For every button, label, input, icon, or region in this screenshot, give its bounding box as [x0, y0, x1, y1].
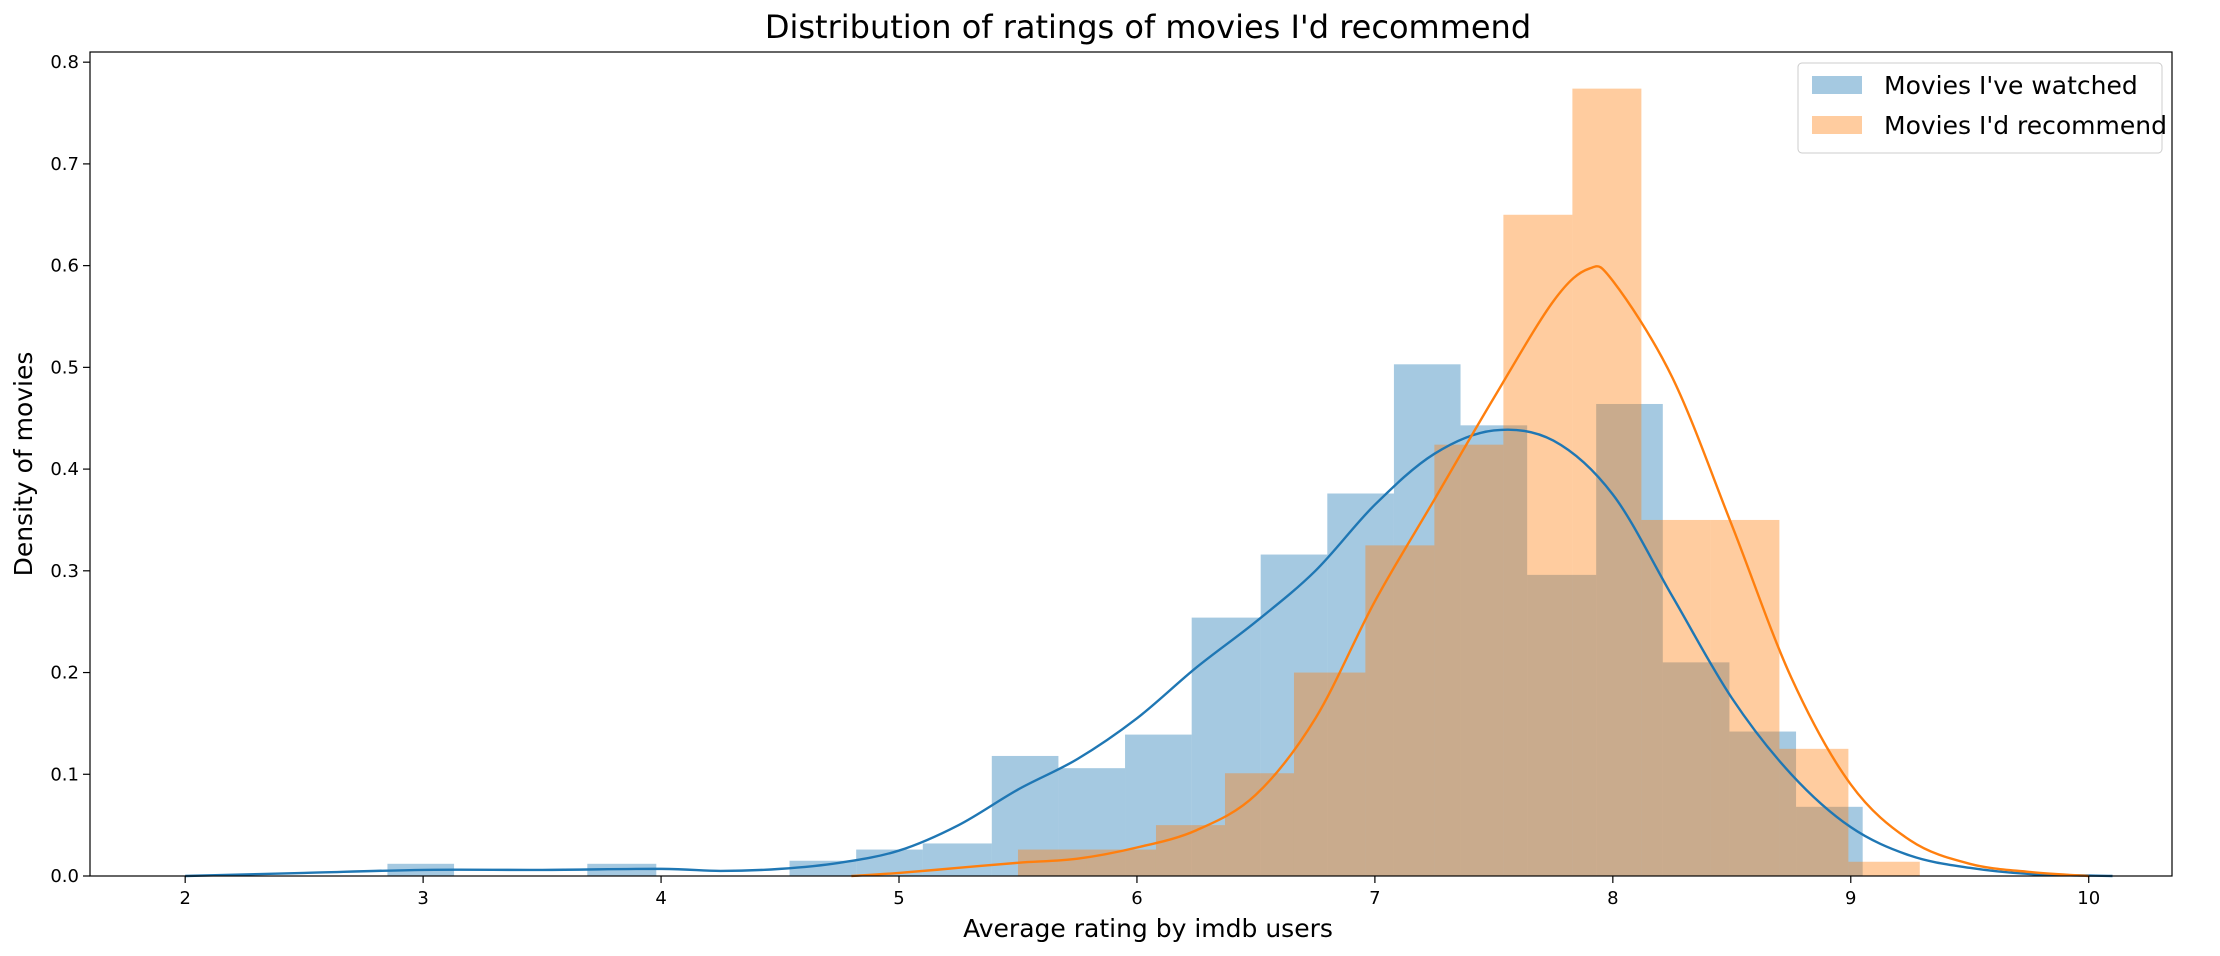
x-tick-label: 4: [655, 888, 666, 909]
histogram-bar-recommend-3: [1224, 773, 1294, 876]
histogram-bar-watched-19: [1460, 425, 1528, 876]
histogram-bar-watched-20: [1527, 574, 1597, 876]
kde-line-recommend: [851, 265, 2089, 878]
y-tick-label: 0.4: [50, 459, 79, 480]
y-tick-label: 0.3: [50, 561, 79, 582]
x-tick-label: 2: [179, 888, 190, 909]
histogram-bar-recommend-1: [1086, 849, 1156, 876]
histogram-bar-recommend-4: [1293, 672, 1366, 876]
legend: Movies I've watched Movies I'd recommend: [1797, 62, 2167, 154]
x-tick-label: 8: [1607, 888, 1618, 909]
y-axis-ticks: 0.0 0.1 0.2 0.3 0.4 0.5 0.6 0.7 0.8: [50, 52, 90, 887]
x-axis-ticks: 2 3 4 5 6 7 8 9 10: [179, 876, 2100, 909]
y-tick-label: 0.7: [50, 154, 79, 175]
y-tick-label: 0.5: [50, 357, 79, 378]
histogram-bar-watched-13: [1058, 768, 1126, 876]
y-tick-label: 0.2: [50, 663, 79, 684]
y-tick-label: 0.0: [50, 866, 79, 887]
y-axis-label: Density of movies: [9, 352, 38, 577]
histogram-bar-watched-24: [1796, 806, 1863, 876]
histogram-bar-recommend-5: [1365, 545, 1435, 876]
x-tick-label: 9: [1845, 888, 1856, 909]
y-tick-label: 0.1: [50, 764, 79, 785]
kde-curves: [185, 265, 2113, 878]
histogram-bar-recommend-6: [1434, 444, 1504, 876]
legend-label-watched: Movies I've watched: [1884, 71, 2138, 100]
histogram-bar-watched-14: [1125, 734, 1192, 876]
histogram-bar-recommend-9: [1641, 519, 1711, 876]
histogram-bar-watched-21: [1596, 403, 1663, 876]
histogram-bar-watched-22: [1662, 662, 1730, 876]
y-tick-label: 0.8: [50, 52, 79, 73]
x-tick-label: 6: [1131, 888, 1142, 909]
x-tick-label: 3: [417, 888, 428, 909]
histogram-bars: [387, 88, 1920, 877]
plot-frame: [89, 51, 2173, 877]
y-tick-label: 0.6: [50, 256, 79, 277]
x-axis-label: Average rating by imdb users: [963, 914, 1333, 943]
histogram-bar-recommend-7: [1503, 214, 1573, 876]
chart-title: Distribution of ratings of movies I'd re…: [765, 8, 1531, 46]
histogram-bar-recommend-12: [1848, 861, 1920, 876]
legend-swatch-recommend: [1812, 116, 1862, 134]
legend-box: [1797, 62, 2163, 154]
x-tick-label: 5: [893, 888, 904, 909]
kde-line-watched: [185, 428, 2113, 878]
histogram-bar-watched-9: [789, 860, 857, 876]
legend-label-recommend: Movies I'd recommend: [1884, 111, 2167, 140]
histogram-bar-watched-18: [1393, 364, 1461, 876]
x-tick-label: 10: [2077, 888, 2100, 909]
histogram-bar-watched-17: [1327, 493, 1394, 876]
x-tick-label: 7: [1369, 888, 1380, 909]
histogram-bar-watched-23: [1729, 731, 1797, 876]
histogram-bar-recommend-10: [1710, 519, 1780, 876]
legend-swatch-watched: [1812, 76, 1862, 94]
histogram-bar-recommend-8: [1572, 88, 1642, 877]
histogram-bar-recommend-11: [1779, 748, 1849, 876]
